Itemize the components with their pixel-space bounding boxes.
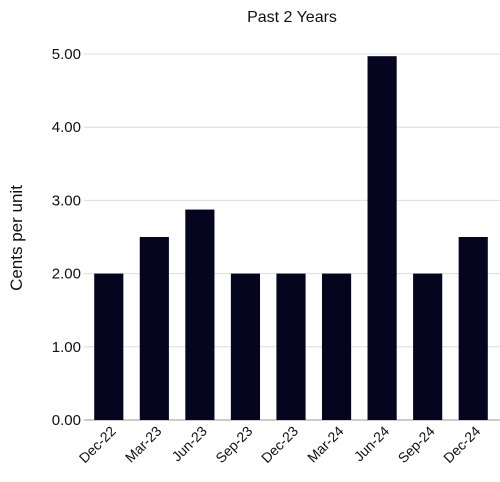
x-axis-ticks: Dec-22 Mar-23 Jun-23 Sep-23 Dec-23 Mar-24 Jun-… (76, 423, 484, 466)
x-tick-label: Mar-23 (122, 423, 165, 466)
y-tick-label: 0.00 (52, 412, 81, 429)
bar-Dec-23 (276, 273, 306, 420)
x-tick-label: Sep-23 (212, 423, 255, 466)
y-axis-label: Cents per unit (7, 185, 26, 291)
bar-Sep-24 (413, 273, 443, 420)
bar-Jun-23 (185, 209, 215, 420)
x-tick-label: Sep-24 (395, 423, 438, 466)
x-tick-label: Mar-24 (304, 423, 347, 466)
x-tick-label: Dec-22 (76, 423, 119, 466)
y-tick-label: 2.00 (52, 266, 81, 283)
y-tick-label: 1.00 (52, 339, 81, 356)
y-tick-label: 5.00 (52, 46, 81, 63)
bar-Dec-24 (458, 237, 488, 420)
bar-Sep-23 (230, 273, 261, 420)
x-tick-label: Dec-23 (258, 423, 301, 466)
x-tick-label: Jun-24 (351, 423, 393, 465)
bar-Mar-24 (321, 273, 352, 420)
bar-Dec-22 (94, 273, 124, 420)
bar-Mar-23 (139, 237, 169, 420)
x-tick-label: Dec-24 (440, 423, 483, 466)
y-tick-label: 4.00 (52, 119, 81, 136)
y-tick-label: 3.00 (52, 192, 81, 209)
bar-Jun-24 (367, 56, 397, 421)
x-tick-label: Jun-23 (168, 423, 210, 465)
bars (94, 56, 488, 421)
chart-title: Past 2 Years (247, 9, 337, 26)
y-axis-ticks: 0.00 1.00 2.00 3.00 4.00 5.00 (52, 46, 81, 429)
